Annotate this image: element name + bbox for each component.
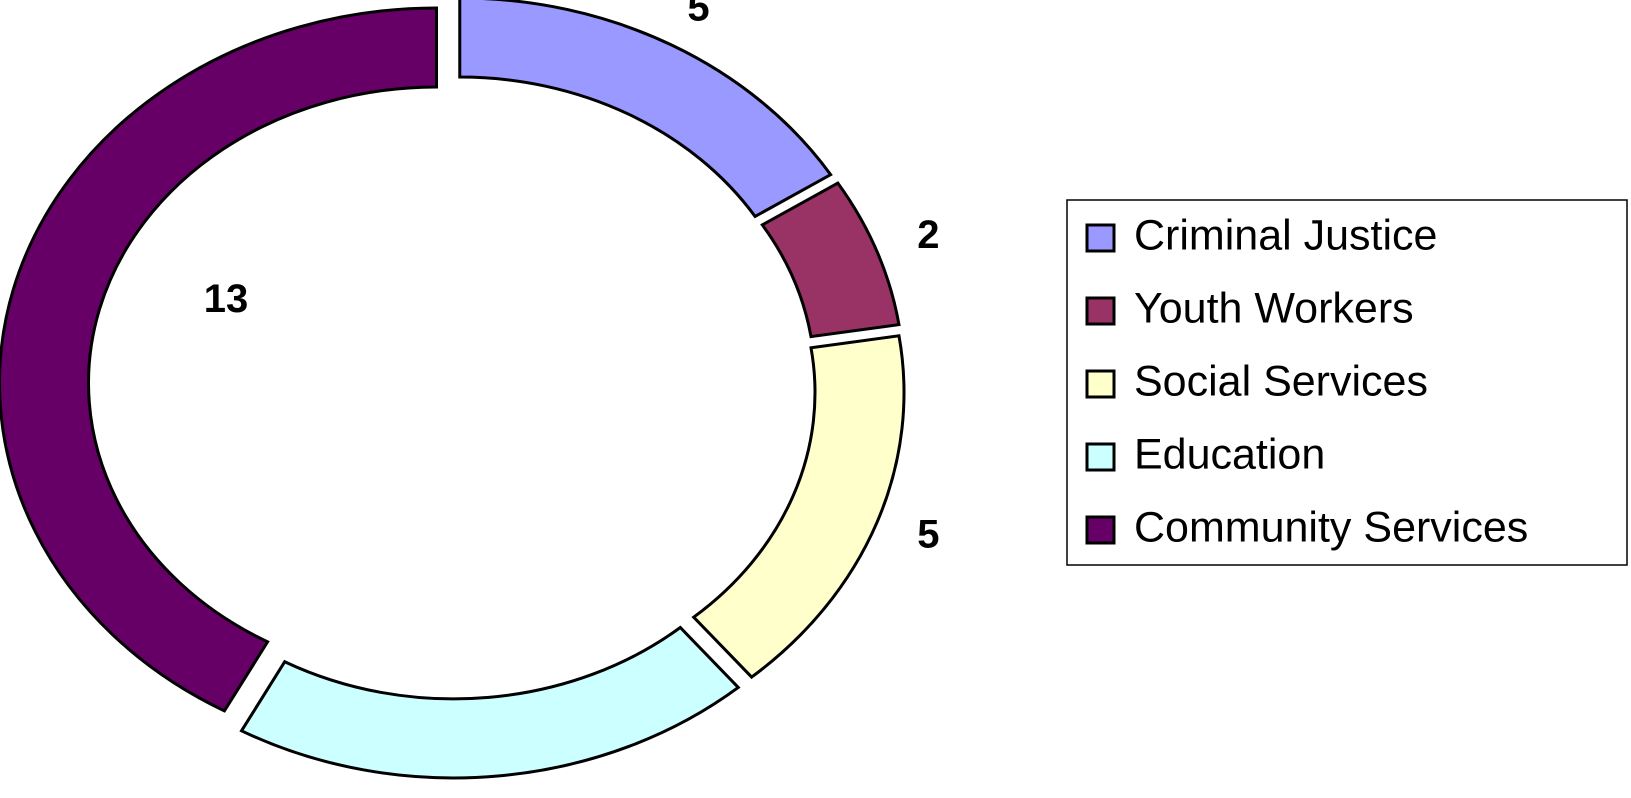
legend-label: Education [1134, 430, 1325, 478]
data-label: 5 [917, 512, 939, 556]
data-label: 6 [492, 791, 514, 798]
donut-segment [760, 181, 901, 339]
donut-segment [0, 6, 439, 713]
legend-label: Youth Workers [1134, 284, 1414, 332]
data-label: 5 [687, 0, 709, 30]
legend-swatch [1085, 442, 1116, 472]
data-label: 2 [917, 213, 939, 257]
legend-swatch [1085, 369, 1116, 399]
legend-swatch [1085, 296, 1116, 326]
legend-label: Criminal Justice [1134, 211, 1437, 259]
legend-swatch [1085, 515, 1116, 545]
legend-label: Community Services [1134, 503, 1528, 551]
data-label: 13 [204, 277, 249, 321]
donut-segment [458, 0, 833, 219]
legend-label: Social Services [1134, 357, 1428, 405]
legend-swatch [1085, 223, 1116, 253]
legend-box [1066, 199, 1628, 566]
donut-segment [691, 334, 906, 680]
donut-segment [239, 625, 741, 780]
